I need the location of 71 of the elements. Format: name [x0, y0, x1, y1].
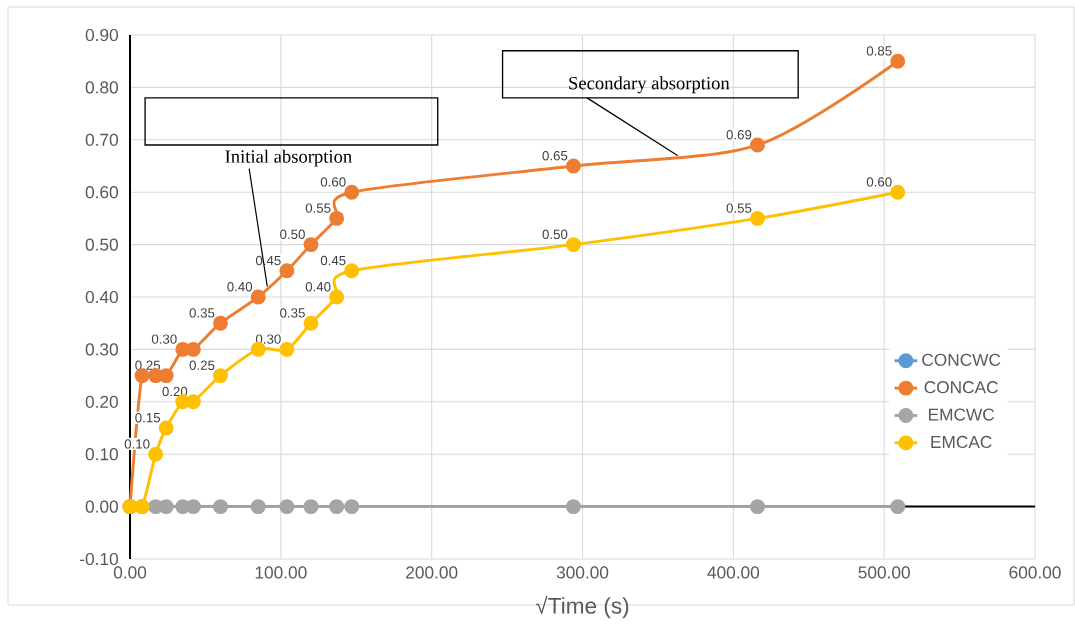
- legend-label: EMCWC: [928, 408, 995, 421]
- data-label: 0.35: [280, 308, 305, 318]
- point: [213, 315, 228, 331]
- x-tick-label: 300.00: [556, 566, 609, 579]
- data-label: 0.45: [320, 255, 346, 266]
- y-tick-label: 0.40: [85, 290, 118, 304]
- point: [303, 499, 319, 515]
- point: [344, 499, 360, 515]
- point: [279, 341, 295, 357]
- y-tick-label: -0.10: [80, 552, 118, 566]
- y-tick-label: 0.30: [85, 343, 118, 356]
- data-label: 0.55: [305, 203, 331, 213]
- data-label: 0.50: [542, 229, 568, 239]
- y-tick-label: 0.10: [85, 448, 118, 461]
- point: [750, 499, 765, 515]
- point: [890, 499, 906, 515]
- data-label: 0.25: [189, 360, 215, 370]
- point: [890, 184, 906, 200]
- data-label: 0.15: [135, 413, 161, 423]
- point: [329, 499, 345, 515]
- y-tick-label: 0.50: [85, 238, 118, 251]
- y-tick-label: 0.20: [85, 395, 118, 408]
- data-label: 0.50: [280, 229, 305, 239]
- point: [303, 315, 319, 331]
- legend-label: CONCWC: [922, 353, 1001, 366]
- x-tick-label: 600.00: [1009, 566, 1061, 579]
- x-tick-label: 400.00: [707, 566, 760, 579]
- data-label: 0.60: [320, 177, 346, 187]
- point: [344, 263, 360, 279]
- y-tick-label: 0.80: [85, 81, 118, 94]
- point: [158, 420, 174, 436]
- point: [303, 237, 319, 253]
- point: [329, 289, 345, 305]
- annotation: Initial absorption: [225, 149, 352, 167]
- legend-label: CONCAC: [924, 381, 998, 394]
- data-label: 0.10: [124, 439, 150, 449]
- point: [329, 210, 345, 226]
- point: [279, 499, 295, 515]
- point: [213, 368, 228, 384]
- data-label: 0.69: [726, 130, 752, 140]
- data-label: 0.30: [255, 334, 281, 344]
- point: [750, 210, 765, 226]
- data-label: 0.40: [227, 282, 253, 292]
- point: [344, 184, 360, 200]
- y-tick-label: 0.00: [85, 500, 118, 513]
- point: [565, 237, 581, 253]
- annotation: Secondary absorption: [569, 76, 730, 94]
- legend-label: EMCAC: [931, 435, 992, 449]
- x-tick-label: 100.00: [255, 566, 307, 579]
- point: [250, 499, 266, 515]
- point: [279, 263, 295, 279]
- point: [148, 446, 164, 462]
- point: [213, 499, 228, 515]
- y-tick-label: 0.60: [85, 186, 118, 199]
- data-label: 0.30: [151, 334, 177, 344]
- data-label: 0.85: [866, 46, 892, 56]
- data-label: 0.55: [726, 203, 752, 213]
- point: [250, 289, 266, 305]
- point: [750, 137, 765, 153]
- point: [565, 499, 581, 515]
- x-tick-label: 200.00: [406, 566, 458, 579]
- x-tick-label: 500.00: [858, 566, 910, 579]
- y-tick-label: 0.70: [85, 133, 118, 146]
- data-label: 0.40: [305, 282, 331, 292]
- x-axis-title: √Time (s): [535, 595, 629, 619]
- point: [890, 53, 906, 69]
- data-label: 0.60: [866, 177, 892, 187]
- data-label: 0.65: [542, 151, 568, 161]
- y-tick-label: 0.90: [85, 28, 118, 42]
- data-label: 0.35: [189, 308, 215, 318]
- x-tick-label: 0.00: [113, 566, 147, 579]
